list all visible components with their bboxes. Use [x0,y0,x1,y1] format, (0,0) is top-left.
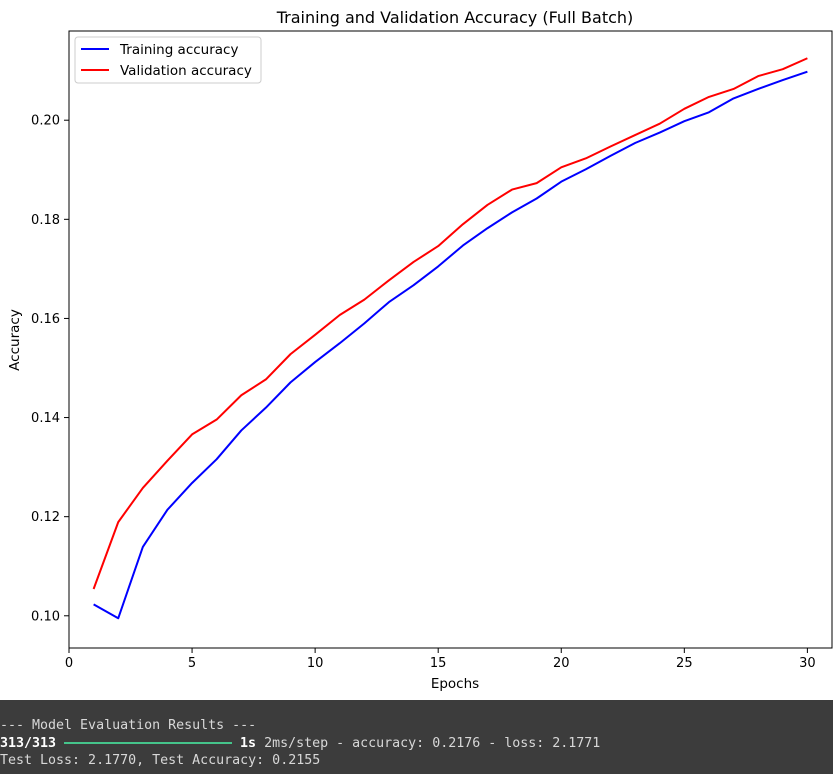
figure-background [0,0,833,700]
step-metrics: 2ms/step - accuracy: 0.2176 - loss: 2.17… [264,735,601,751]
validation-accuracy-line [92,57,808,590]
y-tick-label: 0.10 [31,609,60,624]
legend-label-validation: Validation accuracy [120,63,252,79]
x-tick-label: 30 [799,656,816,671]
console-header-line: --- Model Evaluation Results --- [0,718,257,733]
x-tick-label: 0 [65,656,73,671]
x-tick-label: 25 [676,656,693,671]
ticks-layer: 0 5 10 15 20 25 30 0.10 0.12 0.14 0.16 0.18 0.20 [31,114,816,671]
y-axis-label: Accuracy [7,309,23,371]
y-tick-label: 0.20 [31,114,60,129]
legend-box [74,36,262,84]
x-tick-label: 10 [307,656,324,671]
legend: Training accuracy Validation accuracy [74,36,262,84]
x-tick-label: 15 [430,656,447,671]
training-accuracy-line [93,70,808,620]
progress-count: 313/313 [0,735,57,751]
elapsed-time: 1s [240,735,257,751]
console-result-line: Test Loss: 2.1770, Test Accuracy: 0.2155 [0,753,321,768]
console-progress-line: 313/313 1s 2ms/step - accuracy: 0.2176 - … [0,735,833,753]
lines-layer [92,57,808,620]
y-tick-label: 0.14 [31,411,60,426]
chart-title: Training and Validation Accuracy (Full B… [276,8,634,27]
legend-label-training: Training accuracy [119,42,238,58]
x-tick-label: 5 [188,656,196,671]
progress-bar [64,741,233,744]
plot-frame [68,30,833,649]
console-output: --- Model Evaluation Results --- 313/313… [0,700,833,774]
x-axis-label: Epochs [431,676,479,692]
accuracy-chart: Training and Validation Accuracy (Full B… [0,0,833,700]
x-tick-label: 20 [553,656,570,671]
y-tick-label: 0.16 [31,312,60,327]
y-tick-label: 0.18 [31,213,60,228]
y-tick-label: 0.12 [31,510,60,525]
